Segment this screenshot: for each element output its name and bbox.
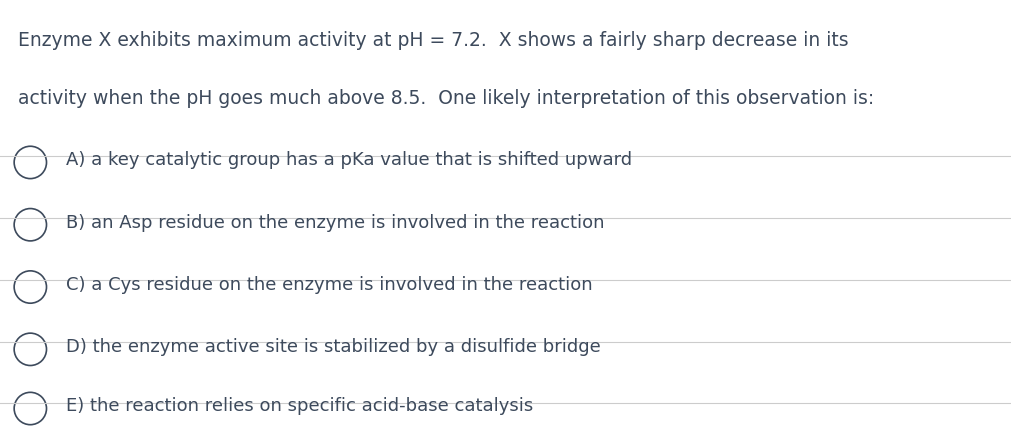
Text: E) the reaction relies on specific acid-base catalysis: E) the reaction relies on specific acid-… [66,397,533,415]
Text: A) a key catalytic group has a pKa value that is shifted upward: A) a key catalytic group has a pKa value… [66,151,632,169]
Text: D) the enzyme active site is stabilized by a disulfide bridge: D) the enzyme active site is stabilized … [66,338,601,356]
Text: activity when the pH goes much above 8.5.  One likely interpretation of this obs: activity when the pH goes much above 8.5… [18,89,875,108]
Text: C) a Cys residue on the enzyme is involved in the reaction: C) a Cys residue on the enzyme is involv… [66,276,592,294]
Text: B) an Asp residue on the enzyme is involved in the reaction: B) an Asp residue on the enzyme is invol… [66,214,605,231]
Text: Enzyme X exhibits maximum activity at pH = 7.2.  X shows a fairly sharp decrease: Enzyme X exhibits maximum activity at pH… [18,31,849,50]
